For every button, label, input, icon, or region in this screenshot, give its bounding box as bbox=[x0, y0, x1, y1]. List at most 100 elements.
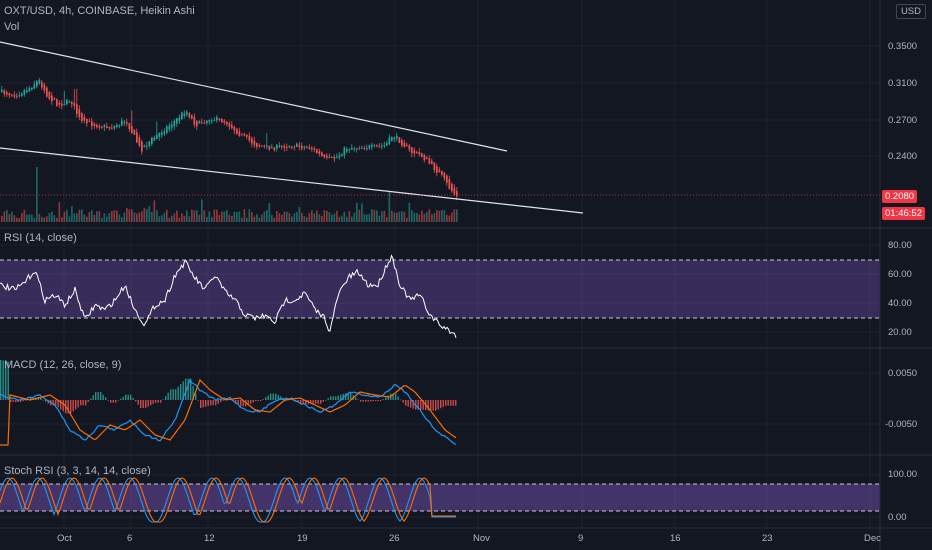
time-tick: 9 bbox=[578, 533, 584, 544]
rsi-tick: 40.00 bbox=[888, 298, 912, 309]
candle-body bbox=[306, 147, 308, 149]
candlesticks[interactable] bbox=[1, 77, 458, 201]
volume-bar bbox=[38, 214, 41, 222]
volume-bar bbox=[171, 215, 173, 222]
volume-bar bbox=[126, 207, 128, 222]
volume-bar bbox=[323, 210, 326, 222]
macd-histogram-bar bbox=[117, 400, 119, 401]
candle-body bbox=[343, 147, 346, 156]
candle-body bbox=[41, 81, 43, 88]
volume-bar bbox=[58, 202, 61, 222]
macd-histogram-bar bbox=[215, 400, 217, 406]
volume-bar bbox=[21, 213, 23, 222]
candle-body bbox=[156, 134, 158, 140]
candle-body bbox=[133, 129, 136, 135]
candle-body bbox=[418, 152, 421, 155]
volume-bar bbox=[436, 209, 438, 222]
volume-bar bbox=[431, 214, 433, 222]
volume-bar bbox=[83, 214, 86, 222]
candle-body bbox=[451, 183, 453, 192]
volume-bar bbox=[91, 210, 93, 222]
volume-bar bbox=[338, 216, 341, 222]
candle-body bbox=[288, 146, 291, 148]
candle-body bbox=[398, 137, 401, 143]
volume-bar bbox=[293, 213, 296, 222]
candle-body bbox=[386, 143, 388, 146]
volume-bar bbox=[388, 192, 391, 222]
currency-badge[interactable]: USD bbox=[895, 4, 926, 19]
candle-body bbox=[368, 145, 371, 149]
candle-body bbox=[26, 90, 28, 93]
volume-bar bbox=[383, 210, 386, 222]
rsi-label[interactable]: RSI (14, close) bbox=[4, 232, 77, 244]
candle-body bbox=[196, 120, 198, 127]
candle-body bbox=[231, 124, 233, 129]
volume-bar bbox=[406, 217, 408, 222]
candle-body bbox=[373, 144, 376, 146]
macd-label[interactable]: MACD (12, 26, close, 9) bbox=[4, 359, 122, 371]
candle-body bbox=[226, 121, 228, 125]
volume-bar bbox=[326, 210, 328, 222]
volume-bar bbox=[86, 216, 88, 222]
volume-bar bbox=[98, 211, 101, 222]
volume-bar bbox=[191, 209, 193, 222]
macd-histogram-bar bbox=[82, 400, 84, 406]
volume-bar bbox=[348, 211, 351, 222]
candle-body bbox=[123, 121, 126, 124]
volume-bar bbox=[71, 206, 73, 222]
countdown-tag: 01:46:52 bbox=[882, 207, 925, 220]
macd-histogram-bar bbox=[405, 400, 407, 406]
volume-bar bbox=[263, 211, 266, 222]
candle-body bbox=[218, 118, 221, 120]
volume-bar bbox=[173, 213, 176, 222]
macd-histogram-bar bbox=[375, 400, 377, 402]
candle-body bbox=[96, 124, 98, 128]
volume-bar bbox=[163, 212, 166, 222]
candle-body bbox=[121, 120, 123, 126]
macd-histogram-bar bbox=[355, 397, 357, 400]
candle-body bbox=[303, 146, 306, 148]
symbol-title[interactable]: OXT/USD, 4h, COINBASE, Heikin Ashi bbox=[4, 5, 195, 17]
time-tick: Oct bbox=[57, 533, 72, 544]
stoch-tick: 100.00 bbox=[888, 469, 918, 480]
volume-bar bbox=[188, 216, 191, 222]
candle-body bbox=[153, 137, 156, 141]
candle-body bbox=[283, 146, 286, 148]
macd-histogram-bar bbox=[380, 400, 382, 402]
volume-bar bbox=[68, 216, 71, 222]
candle-body bbox=[61, 103, 63, 106]
volume-bar bbox=[231, 216, 233, 222]
volume-bar bbox=[78, 209, 81, 222]
volume-bar bbox=[336, 210, 338, 222]
candle-body bbox=[211, 120, 213, 122]
volume-bar bbox=[218, 215, 221, 222]
candle-body bbox=[213, 119, 216, 121]
macd-histogram-bar bbox=[392, 393, 394, 400]
trendlines[interactable] bbox=[0, 41, 880, 214]
macd-histogram-bar bbox=[400, 399, 402, 401]
macd-histogram-bar bbox=[395, 393, 397, 400]
vol-label[interactable]: Vol bbox=[4, 21, 20, 33]
stoch-label[interactable]: Stoch RSI (3, 3, 14, 14, close) bbox=[4, 465, 151, 477]
macd-histogram-bar bbox=[180, 384, 182, 400]
macd-histogram-bar bbox=[250, 400, 252, 404]
candle-body bbox=[221, 118, 223, 123]
volume-bar bbox=[156, 210, 158, 222]
candle-body bbox=[321, 152, 323, 157]
volume-bar bbox=[43, 217, 46, 222]
macd-histogram-bar bbox=[435, 400, 437, 411]
volume-bar bbox=[321, 215, 323, 222]
volume-bar bbox=[446, 214, 448, 222]
time-tick: Dec bbox=[864, 533, 881, 544]
macd-histogram-bar bbox=[322, 400, 324, 402]
candle-body bbox=[348, 149, 351, 151]
candle-body bbox=[416, 151, 418, 153]
macd-histogram-bar bbox=[222, 400, 224, 401]
volume-bar bbox=[181, 213, 183, 222]
candle-body bbox=[148, 141, 151, 146]
volume-bar bbox=[228, 214, 231, 222]
macd-histogram-bar bbox=[385, 397, 387, 400]
candle-body bbox=[323, 154, 326, 158]
